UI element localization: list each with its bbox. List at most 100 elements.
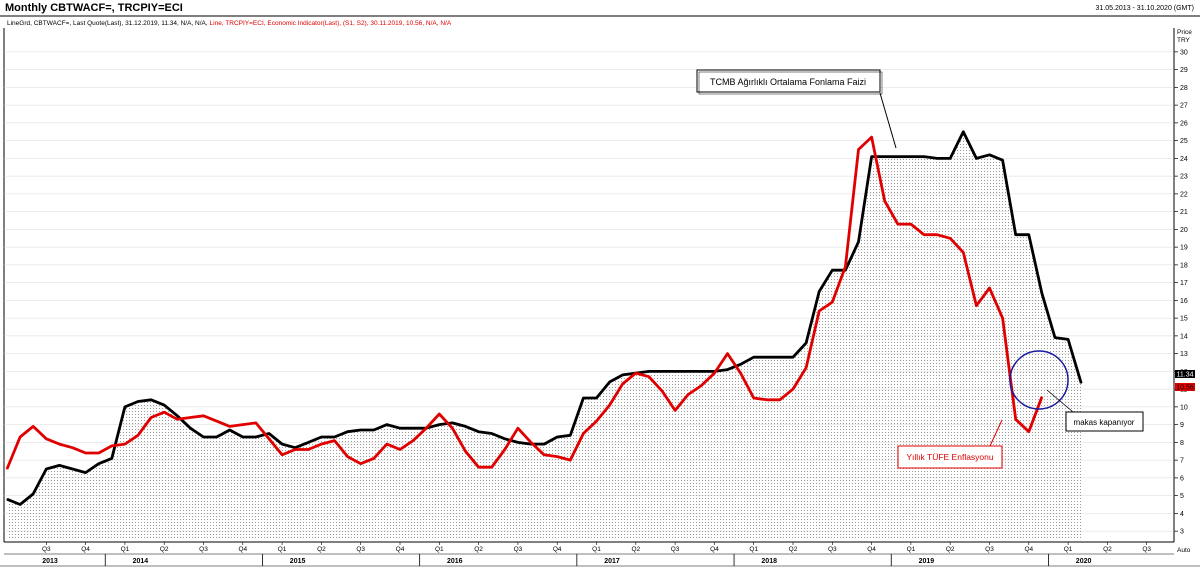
data-point <box>438 424 440 426</box>
date-range: 31.05.2013 - 31.10.2020 (GMT) <box>1095 5 1194 12</box>
quarter-label: Q3 <box>356 546 365 553</box>
data-point <box>687 370 689 372</box>
data-point <box>857 241 860 243</box>
data-point <box>569 459 571 461</box>
data-point <box>595 420 598 422</box>
data-point <box>530 441 532 443</box>
data-point <box>910 156 912 158</box>
data-point <box>556 436 558 438</box>
data-point <box>753 397 755 399</box>
data-point <box>988 287 991 289</box>
data-point <box>884 156 886 158</box>
y-tick-label: 22 <box>1180 191 1188 198</box>
data-point <box>779 356 781 358</box>
data-point <box>255 422 257 424</box>
funding-rate-pointer <box>879 92 897 149</box>
data-point <box>268 432 270 435</box>
data-point <box>766 356 768 358</box>
data-point <box>189 416 191 419</box>
data-point <box>805 367 807 369</box>
data-point <box>1041 292 1043 294</box>
cpi-box <box>897 445 1003 469</box>
data-point <box>674 409 676 411</box>
data-point <box>700 385 702 387</box>
data-point <box>792 388 794 390</box>
data-point <box>45 468 47 470</box>
y-tick-label: 29 <box>1180 67 1188 74</box>
data-point <box>373 457 375 459</box>
data-point <box>85 452 87 454</box>
data-point <box>897 223 899 225</box>
quarter-label: Q4 <box>81 546 90 553</box>
data-point <box>464 425 467 427</box>
data-point <box>491 432 493 435</box>
data-point <box>1002 317 1004 319</box>
gap-box <box>1065 411 1144 432</box>
data-point <box>451 422 453 424</box>
gap-annotation: makas kapanıyor <box>1009 350 1144 432</box>
quarter-label: Q3 <box>985 546 994 553</box>
data-point <box>229 429 231 431</box>
y-tick-label: 14 <box>1180 333 1188 340</box>
funding-rate-box <box>696 69 881 93</box>
y-tick-label: 27 <box>1180 103 1188 110</box>
data-point <box>268 438 270 440</box>
year-label: 2018 <box>761 558 777 565</box>
y-tick-label: 9 <box>1180 422 1184 429</box>
data-point <box>32 425 34 427</box>
data-point <box>111 457 113 459</box>
data-point <box>150 399 152 401</box>
quarter-label: Q3 <box>671 546 680 553</box>
quarter-label: Q4 <box>867 546 876 553</box>
data-point <box>294 448 296 451</box>
data-point <box>307 441 309 443</box>
data-point <box>71 468 74 470</box>
data-point <box>255 436 257 438</box>
data-point <box>347 456 349 458</box>
data-point <box>831 301 833 303</box>
data-point <box>543 454 545 456</box>
data-point <box>674 370 676 372</box>
y-tick-label: 10 <box>1180 404 1188 411</box>
data-point <box>923 234 925 236</box>
data-point <box>373 429 375 431</box>
quarter-label: Q2 <box>631 546 640 553</box>
data-point <box>1028 431 1030 433</box>
data-point <box>923 156 925 158</box>
last-value-red: 10.56 <box>1176 385 1194 392</box>
data-point <box>1080 382 1082 384</box>
data-point <box>45 438 47 440</box>
data-point <box>936 234 938 236</box>
data-point <box>622 374 624 376</box>
data-point <box>949 157 951 159</box>
currency-label: TRY <box>1177 37 1191 44</box>
data-point <box>766 399 768 401</box>
data-point <box>386 424 388 426</box>
data-point <box>910 223 912 225</box>
data-point <box>478 431 480 433</box>
quarter-label: Q4 <box>238 546 247 553</box>
data-point <box>818 310 820 312</box>
data-point <box>19 503 21 506</box>
data-point <box>360 463 362 465</box>
data-point <box>333 436 336 438</box>
data-point <box>582 432 585 435</box>
data-point <box>1002 159 1004 161</box>
data-point <box>713 372 716 374</box>
y-tick-label: 23 <box>1180 174 1188 181</box>
data-point <box>124 406 126 408</box>
funding-rate-label: TCMB Ağırlıklı Ortalama Fonlama Faizi <box>710 77 866 87</box>
data-point <box>648 376 650 378</box>
quarter-label: Q3 <box>828 546 837 553</box>
data-point <box>58 464 61 466</box>
data-point <box>779 399 781 401</box>
year-label: 2020 <box>1076 558 1092 565</box>
data-point <box>320 436 322 438</box>
data-point <box>1067 338 1069 340</box>
y-tick-label: 6 <box>1180 475 1184 482</box>
data-point <box>216 420 218 422</box>
data-point <box>661 390 663 392</box>
cpi-label: Yıllık TÜFE Enflasyonu <box>906 452 994 462</box>
data-point <box>975 305 978 307</box>
quarter-label: Q1 <box>592 546 601 553</box>
